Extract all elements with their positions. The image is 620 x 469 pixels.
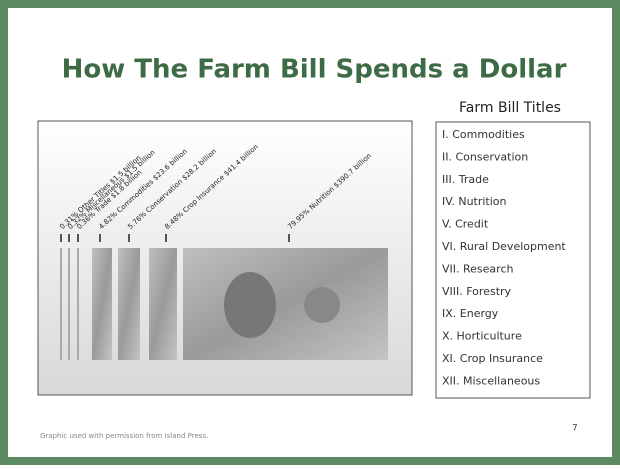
list-item: V. Credit <box>442 218 489 231</box>
list-item: VI. Rural Development <box>442 240 566 253</box>
list-box <box>435 121 591 399</box>
list-item: II. Conservation <box>442 150 528 163</box>
list-item: III. Trade <box>442 173 489 186</box>
list-item: XI. Crop Insurance <box>442 352 543 365</box>
slice <box>68 248 70 360</box>
slice <box>149 248 177 360</box>
list-item: IX. Energy <box>442 307 499 320</box>
list-item: XII. Miscellaneous <box>442 374 540 387</box>
list-item: I. Commodities <box>442 128 525 141</box>
slice <box>118 248 140 360</box>
list-item: X. Horticulture <box>442 330 522 343</box>
list-item: VIII. Forestry <box>442 285 512 298</box>
page-number: 7 <box>572 424 578 434</box>
dollar-bill <box>60 248 388 360</box>
slice <box>77 248 79 360</box>
title: How The Farm Bill Spends a Dollar <box>62 55 567 85</box>
slice <box>92 248 112 360</box>
list-heading: Farm Bill Titles <box>459 100 561 116</box>
credit: Graphic used with permission from Island… <box>40 432 208 440</box>
slice <box>183 248 388 360</box>
list-item: IV. Nutrition <box>442 195 507 208</box>
portrait <box>224 272 276 338</box>
list-item: VII. Research <box>442 262 513 275</box>
seal <box>304 287 340 323</box>
slice <box>60 248 62 360</box>
